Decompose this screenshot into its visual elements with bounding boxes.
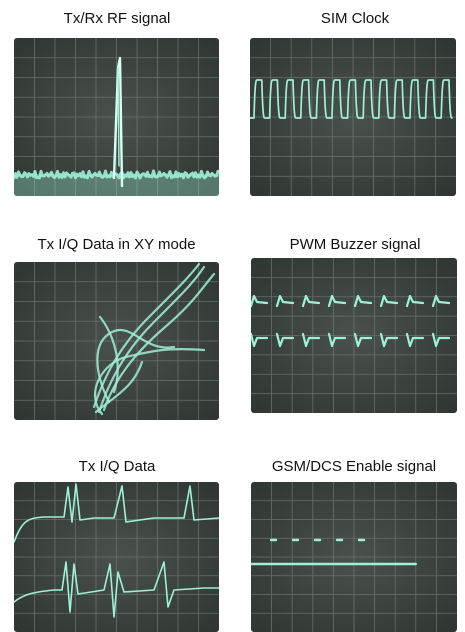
scope-enable-signal	[251, 482, 457, 632]
scope-sim-clock	[250, 38, 456, 196]
caption-rf-signal: Tx/Rx RF signal	[63, 10, 171, 27]
graticule	[251, 258, 457, 413]
caption-iq-data: Tx I/Q Data	[78, 458, 156, 475]
scope-iq-xy	[14, 262, 219, 420]
trace-line	[14, 561, 219, 618]
trace-line	[102, 272, 216, 412]
scope-rf-signal	[14, 38, 219, 196]
iq-xy-trace	[14, 262, 219, 420]
trace-line	[93, 347, 206, 416]
caption-sim-clock: SIM Clock	[320, 10, 390, 27]
trace-line	[92, 262, 201, 409]
trace-line	[14, 483, 219, 543]
trace-line	[96, 329, 176, 404]
enable-signal-trace	[251, 482, 457, 632]
scope-pwm-buzzer	[251, 258, 457, 413]
scope-iq-data	[14, 482, 219, 632]
graticule	[251, 482, 457, 632]
rf-signal-trace	[14, 38, 219, 196]
caption-iq-xy: Tx I/Q Data in XY mode	[37, 236, 196, 253]
pwm-buzzer-trace	[251, 258, 457, 413]
iq-data-trace	[14, 482, 219, 632]
trace-line	[117, 67, 120, 167]
trace-line	[112, 56, 124, 188]
caption-enable-signal: GSM/DCS Enable signal	[271, 458, 437, 475]
trace-line	[251, 332, 451, 348]
caption-pwm-buzzer: PWM Buzzer signal	[289, 236, 421, 253]
sim-clock-trace	[250, 38, 456, 196]
trace-line	[97, 265, 206, 414]
trace-line	[98, 315, 119, 394]
trace-line	[251, 294, 451, 308]
trace-line	[14, 169, 219, 180]
trace-line	[250, 79, 453, 119]
trace-line	[94, 360, 144, 414]
noise-band	[14, 174, 219, 196]
